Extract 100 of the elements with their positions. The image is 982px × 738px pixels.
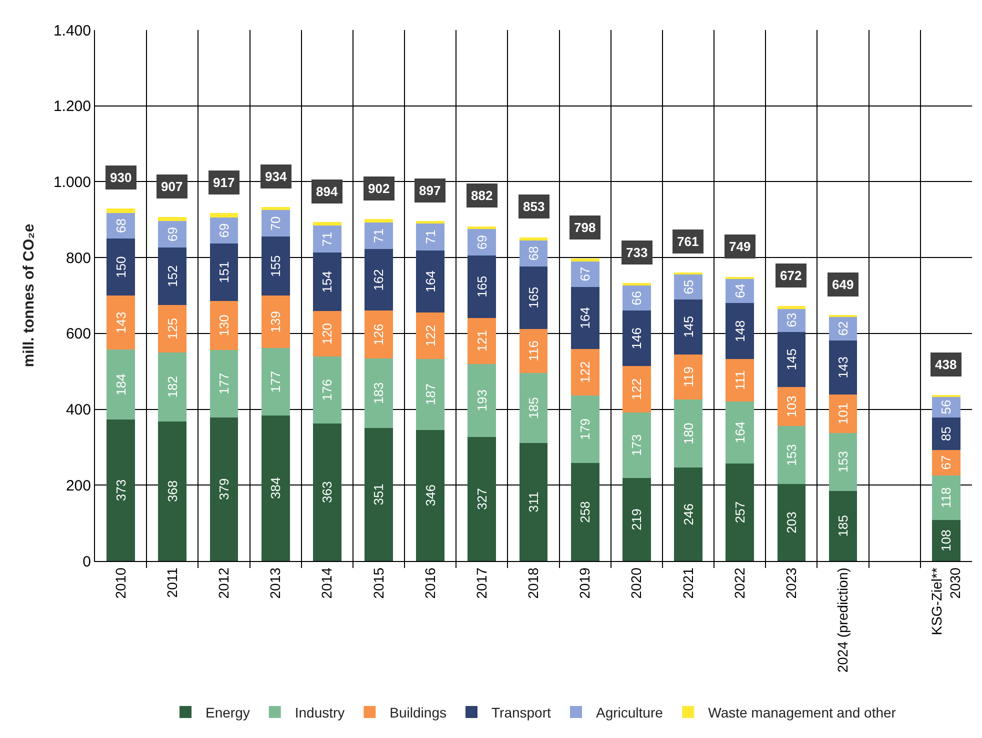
y-tick-label: 200: [66, 477, 91, 494]
data-label: 69: [474, 234, 490, 250]
data-label: 120: [320, 322, 335, 345]
bar: [674, 399, 702, 468]
bar: [519, 237, 548, 240]
data-label: 185: [836, 515, 851, 537]
legend-label: Energy: [206, 704, 250, 720]
bar: [312, 356, 342, 424]
bar: [364, 428, 393, 561]
bar: [519, 266, 548, 329]
bar: [622, 478, 651, 561]
bar: [777, 332, 806, 387]
data-label: 119: [680, 366, 696, 388]
data-label: 150: [113, 256, 128, 278]
bar: [364, 358, 393, 428]
data-label: 180: [680, 422, 696, 444]
bar: [261, 210, 290, 237]
bar: [622, 412, 651, 478]
bar: [622, 282, 651, 286]
x-tick-label: 2013: [267, 567, 284, 599]
x-tick-label: 2023: [782, 567, 799, 599]
bar: [106, 296, 135, 350]
total-label: 894: [316, 184, 338, 199]
bar: [468, 318, 496, 364]
data-label: 176: [320, 379, 335, 401]
data-label: 187: [422, 383, 438, 406]
data-label: 162: [371, 269, 386, 291]
bar: [158, 221, 187, 248]
bar: [570, 348, 600, 396]
bar: [468, 226, 496, 230]
data-label: 165: [526, 286, 541, 308]
data-label: 148: [732, 320, 748, 342]
bar: [828, 432, 858, 491]
x-tick-label: 2016: [422, 567, 438, 599]
bar: [364, 310, 393, 358]
bar: [261, 348, 290, 416]
data-label: 363: [320, 481, 335, 504]
data-label: 71: [422, 230, 438, 244]
data-label: 145: [784, 348, 799, 370]
data-label: 71: [320, 232, 335, 246]
bar: [210, 244, 238, 301]
data-label: 56: [938, 400, 954, 414]
data-label: 108: [938, 530, 954, 552]
bar: [570, 463, 600, 561]
data-label: 122: [578, 361, 593, 383]
bar: [570, 286, 600, 349]
bar: [312, 311, 342, 357]
bar: [468, 436, 496, 561]
total-label: 853: [523, 199, 545, 214]
y-tick-label: 0: [82, 553, 91, 570]
bar: [364, 222, 393, 250]
bar: [570, 258, 600, 262]
bar: [158, 421, 187, 561]
bar: [210, 417, 238, 561]
data-label: 111: [732, 370, 748, 390]
data-label: 125: [164, 318, 180, 340]
total-label: 649: [832, 277, 854, 292]
data-label: 67: [938, 455, 954, 470]
data-label: 143: [113, 312, 128, 334]
x-tick-label: 2024 (prediction): [834, 568, 851, 673]
data-label: 155: [268, 255, 284, 277]
data-label: 185: [526, 397, 541, 419]
y-tick-label: 400: [66, 402, 91, 419]
bar: [106, 350, 135, 420]
data-label: 122: [422, 324, 438, 347]
data-label: 384: [268, 477, 284, 500]
data-label: 177: [216, 372, 232, 395]
x-tick-label: KSG-Ziel** 2030: [928, 567, 963, 636]
data-label: 153: [784, 444, 799, 466]
bar: [828, 340, 858, 394]
bar: [622, 366, 651, 412]
legend-label: Industry: [294, 704, 345, 720]
y-tick-label: 800: [66, 250, 91, 267]
data-label: 65: [680, 280, 696, 294]
legend-label: Agriculture: [596, 704, 664, 720]
bar: [416, 358, 445, 430]
data-label: 118: [938, 487, 954, 508]
bar: [674, 274, 702, 300]
bar: [312, 226, 342, 253]
y-tick-label: 600: [66, 326, 91, 343]
data-label: 165: [474, 276, 490, 298]
legend-label: Waste management and other: [708, 704, 896, 720]
bar: [674, 299, 702, 354]
bar: [726, 464, 754, 561]
y-tick-label: 1.400: [53, 22, 91, 40]
total-label: 733: [626, 245, 648, 260]
bar: [726, 359, 754, 402]
y-tick-label: 1.200: [53, 98, 91, 116]
legend-label: Transport: [492, 704, 551, 720]
data-label: 122: [629, 378, 644, 400]
data-label: 69: [216, 223, 232, 238]
data-label: 143: [836, 356, 851, 378]
data-label: 164: [732, 422, 748, 444]
total-label: 917: [213, 175, 235, 190]
data-label: 68: [526, 246, 541, 261]
data-label: 145: [680, 316, 696, 338]
bar: [519, 372, 548, 444]
data-label: 154: [320, 270, 335, 293]
data-label: 116: [526, 340, 541, 362]
bar: [416, 220, 445, 224]
